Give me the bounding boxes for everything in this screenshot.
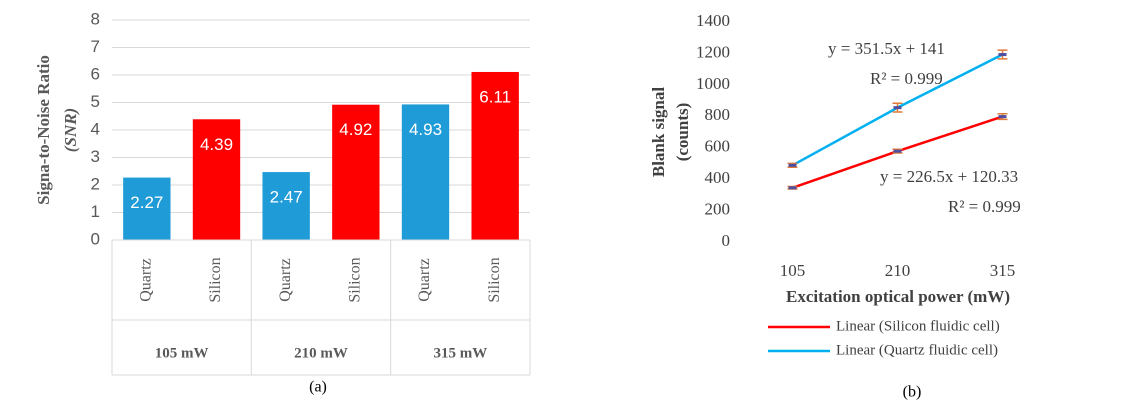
- marker: [893, 149, 902, 153]
- x-tick-label: 210: [885, 261, 911, 280]
- group-label: 210 mW: [294, 345, 348, 361]
- y-tick-label: 0: [91, 229, 100, 248]
- y-axis-label: (counts): [673, 103, 692, 162]
- data-label: 2.47: [270, 188, 303, 207]
- x-tick-label: 105: [780, 261, 806, 280]
- y-tick-label: 2: [91, 174, 100, 193]
- data-label: 4.92: [339, 120, 372, 139]
- x-tick-label: Quartz: [416, 258, 433, 302]
- y-axis-label: Signa-to-Noise Ratio: [34, 55, 53, 205]
- bar: [401, 104, 450, 240]
- group-label: 105 mW: [155, 345, 209, 361]
- x-axis-label: Excitation optical power (mW): [786, 287, 1010, 306]
- data-label: 4.93: [409, 120, 442, 139]
- data-label: 4.39: [200, 135, 233, 154]
- y-axis-label: (SNR): [61, 108, 80, 152]
- x-tick-label: Silicon: [486, 257, 503, 302]
- y-tick-label: 7: [91, 37, 100, 56]
- y-tick-label: 1: [91, 202, 100, 221]
- x-tick-label: Silicon: [207, 257, 224, 302]
- bar: [123, 177, 171, 240]
- marker: [788, 186, 797, 190]
- marker: [893, 106, 902, 110]
- y-tick-label: 1200: [696, 42, 730, 61]
- y-tick-label: 1000: [696, 74, 730, 93]
- bar: [332, 104, 380, 240]
- y-axis-label: Blank signal: [649, 87, 668, 178]
- data-label: 6.11: [479, 87, 511, 106]
- y-tick-label: 0: [722, 231, 731, 250]
- y-tick-label: 800: [705, 105, 731, 124]
- marker: [998, 115, 1007, 119]
- annotation: y = 351.5x + 141: [828, 39, 945, 58]
- legend-label: Linear (Silicon fluidic cell): [836, 318, 1000, 334]
- legend-label: Linear (Quartz fluidic cell): [836, 342, 998, 358]
- x-tick-label: 315: [990, 261, 1016, 280]
- y-tick-label: 6: [91, 64, 100, 83]
- y-tick-label: 8: [91, 9, 100, 28]
- x-tick-label: Quartz: [138, 258, 155, 302]
- x-tick-label: Silicon: [347, 257, 364, 302]
- annotation: y = 226.5x + 120.33: [880, 167, 1018, 186]
- annotation: R² = 0.999: [948, 197, 1021, 216]
- y-tick-label: 1400: [696, 11, 730, 30]
- marker: [998, 53, 1007, 57]
- y-tick-label: 200: [705, 199, 731, 218]
- annotation: R² = 0.999: [870, 69, 943, 88]
- caption: (b): [903, 384, 922, 401]
- y-tick-label: 600: [705, 137, 731, 156]
- y-tick-label: 400: [705, 168, 731, 187]
- x-tick-label: Quartz: [277, 258, 294, 302]
- bar: [262, 172, 310, 240]
- data-label: 2.27: [130, 193, 163, 212]
- y-tick-label: 3: [91, 147, 100, 166]
- marker: [788, 163, 797, 167]
- group-label: 315 mW: [433, 345, 487, 361]
- y-tick-label: 4: [91, 119, 100, 138]
- caption: (a): [309, 379, 327, 396]
- y-tick-label: 5: [91, 92, 100, 111]
- bar: [192, 119, 241, 240]
- bar: [471, 71, 519, 240]
